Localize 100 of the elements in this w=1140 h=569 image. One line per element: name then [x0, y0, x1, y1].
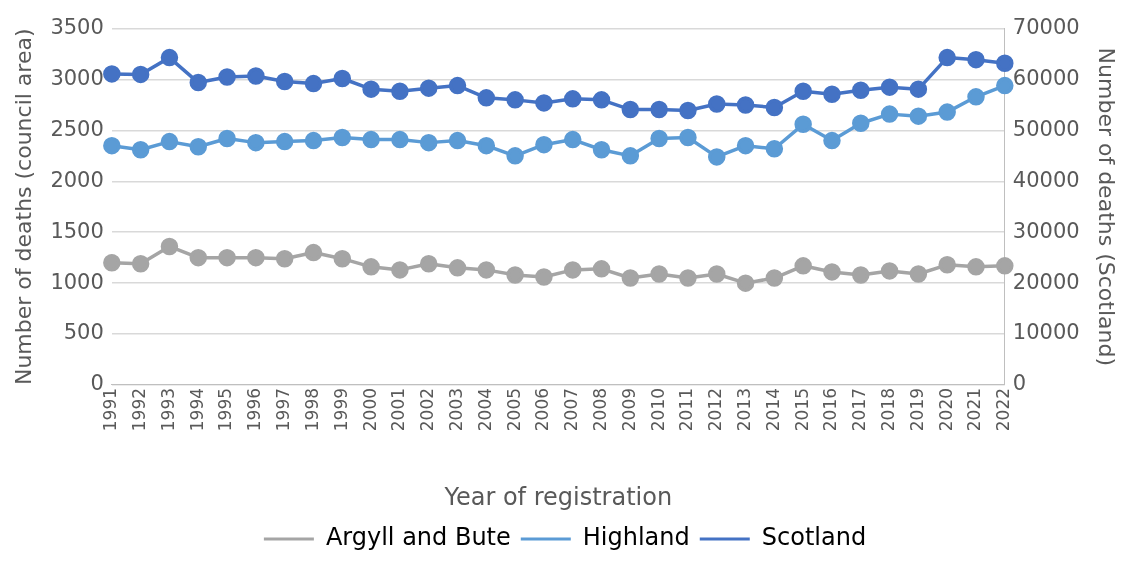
point	[535, 268, 553, 286]
point	[247, 67, 265, 85]
point	[419, 79, 438, 97]
point	[621, 269, 640, 287]
x-tick-label: 2016	[820, 387, 841, 432]
x-tick-label: 2013	[733, 387, 754, 432]
point	[333, 69, 352, 88]
y-tick-label: 500	[63, 320, 104, 345]
point	[304, 74, 323, 93]
point	[765, 269, 784, 287]
point	[218, 248, 236, 267]
y-axis-title: Number of deaths (council area)	[10, 28, 36, 386]
point	[131, 141, 150, 159]
point	[794, 257, 812, 275]
point	[419, 255, 438, 273]
point	[275, 132, 294, 151]
x-tick-label: 1994	[186, 387, 207, 432]
point	[736, 136, 755, 155]
x-tick-label: 1995	[215, 387, 236, 432]
legend-label: Argyll and Bute	[325, 523, 511, 552]
legend-label: Scotland	[761, 523, 867, 552]
point	[708, 265, 726, 283]
point	[275, 72, 294, 91]
x-tick-label: 2021	[964, 387, 985, 432]
point	[448, 131, 467, 150]
point	[160, 132, 179, 151]
point	[131, 255, 150, 273]
point	[160, 48, 179, 67]
point	[736, 274, 755, 292]
y-tick-label: 1000	[50, 269, 104, 294]
point	[794, 115, 812, 134]
y-tick-label: 3500	[50, 15, 104, 40]
point	[823, 131, 841, 150]
x-tick-label: 2002	[417, 387, 438, 432]
x-tick-label: 2009	[618, 387, 639, 432]
y-tick-label: 1500	[50, 218, 104, 243]
x-axis-title: Year of registration	[443, 482, 673, 511]
point	[448, 259, 467, 277]
point	[592, 141, 611, 159]
y2-tick-label: 10000	[1012, 320, 1080, 345]
x-tick-label: 2007	[561, 387, 582, 432]
point	[362, 258, 380, 276]
point	[909, 80, 928, 98]
point	[880, 78, 899, 96]
point	[563, 261, 582, 279]
x-tick-label: 1996	[244, 387, 265, 432]
point	[218, 129, 236, 148]
point	[160, 237, 179, 256]
point	[535, 94, 553, 112]
x-tick-label: 2012	[705, 387, 726, 432]
point	[852, 266, 870, 284]
x-tick-label: 1997	[273, 387, 294, 432]
x-tick-label: 2018	[878, 387, 898, 432]
x-tick-label: 2006	[532, 387, 553, 432]
point	[189, 73, 208, 92]
point	[679, 101, 697, 120]
point	[506, 266, 524, 284]
y2-tick-label: 70000	[1012, 15, 1080, 40]
x-tick-label: 2015	[791, 387, 812, 432]
point	[909, 265, 928, 283]
point	[391, 82, 409, 100]
point	[419, 133, 438, 152]
point	[304, 243, 323, 262]
point	[247, 248, 265, 267]
point	[304, 131, 323, 150]
x-tick-label: 1999	[330, 387, 351, 432]
x-tick-label: 2001	[388, 387, 409, 432]
x-tick-label: 2008	[589, 387, 610, 432]
point	[506, 91, 524, 109]
y2-tick-label: 60000	[1012, 65, 1080, 90]
point	[189, 137, 208, 156]
point	[938, 103, 956, 121]
point	[362, 80, 380, 98]
point	[333, 128, 352, 147]
point	[938, 48, 956, 67]
point	[823, 85, 841, 104]
x-tick-label: 2014	[762, 387, 783, 432]
x-tick-label: 1993	[157, 387, 178, 432]
point	[967, 258, 985, 276]
x-tick-label: 2017	[849, 387, 870, 432]
x-tick-label: 2020	[935, 387, 956, 432]
x-tick-label: 2010	[647, 387, 668, 432]
point	[189, 248, 208, 267]
point	[679, 128, 697, 147]
point	[333, 249, 352, 268]
point	[794, 82, 812, 100]
point	[592, 260, 611, 278]
point	[362, 130, 380, 149]
point	[852, 114, 870, 133]
point	[103, 65, 121, 83]
point	[708, 148, 726, 166]
point	[391, 261, 409, 279]
point	[708, 95, 726, 113]
x-tick-label: 1992	[129, 387, 150, 432]
point	[563, 90, 582, 108]
x-tick-label: 2022	[993, 387, 1014, 432]
point	[592, 91, 611, 109]
x-tick-label: 2011	[676, 387, 697, 432]
x-tick-label: 2000	[359, 387, 380, 432]
point	[391, 130, 409, 149]
